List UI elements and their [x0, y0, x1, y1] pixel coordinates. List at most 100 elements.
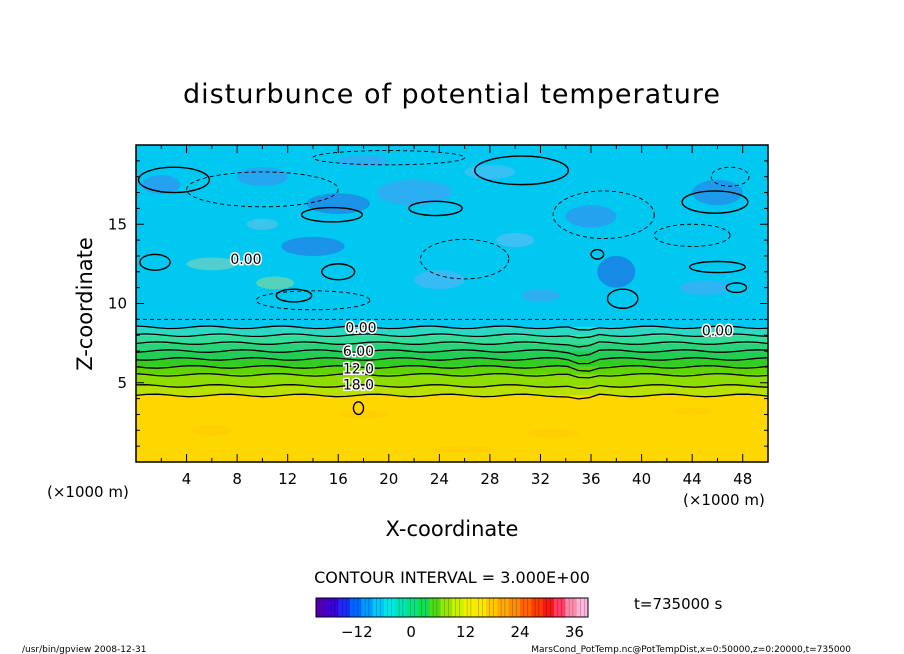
colorbar-swatch [531, 598, 543, 617]
colorbar-swatch [372, 598, 385, 617]
zero-contour [275, 288, 313, 303]
contour-line [136, 333, 768, 339]
heatmap-patch [527, 428, 579, 439]
contour-line [136, 393, 768, 400]
heatmap-band [136, 343, 768, 352]
contour-line [136, 325, 768, 331]
contour-label: 12.0 [343, 361, 374, 377]
heatmap-band [136, 327, 768, 336]
time-label: t=735000 s [634, 595, 722, 613]
colorbar-swatch [406, 598, 419, 617]
colorbar-ticks: −12 0 12 24 36 [341, 623, 584, 641]
x-tick-label: 48 [733, 470, 752, 488]
x-tick-label: 44 [683, 470, 702, 488]
heatmap-patch [237, 167, 288, 187]
contour-features [136, 150, 768, 453]
heatmap-patch [673, 407, 712, 416]
heatmap-patch [338, 410, 389, 419]
zero-contour [408, 200, 463, 217]
heatmap-patch [256, 276, 294, 290]
colorbar-swatch [440, 598, 453, 617]
negative-contour [186, 171, 339, 208]
zero-contour [590, 248, 605, 260]
heatmap-patch [186, 257, 238, 271]
contour-line [136, 365, 768, 372]
negative-contour [653, 223, 731, 247]
colorbar-swatch [497, 598, 509, 617]
x-axis: 4 8 12 16 20 24 28 32 36 40 44 48 [135, 145, 769, 488]
heatmap-band [136, 385, 768, 396]
colorbar-swatch [429, 598, 441, 617]
colorbar-swatch [463, 598, 475, 617]
heatmap-patch [464, 164, 516, 180]
x-tick-label: 36 [581, 470, 600, 488]
x-tick-label: 24 [430, 470, 449, 488]
heatmap-patch [597, 255, 636, 288]
x-unit-right: (×1000 m) [683, 491, 765, 509]
heatmap-patch [306, 193, 370, 214]
x-unit-left: (×1000 m) [47, 483, 129, 501]
zero-contour [139, 253, 171, 271]
zero-contour [137, 166, 211, 194]
contour-interval: CONTOUR INTERVAL = 3.000E+00 [314, 568, 590, 587]
contour-label: 6.00 [343, 344, 374, 360]
heatmap-patch [521, 289, 560, 302]
contour-line [136, 349, 768, 357]
x-tick-label: 12 [278, 470, 297, 488]
heatmap-band [136, 145, 768, 328]
contour-label: 0.00 [230, 252, 261, 268]
heatmap-band [136, 335, 768, 344]
heatmap-patch [565, 205, 617, 228]
negative-contour [419, 238, 510, 280]
contour-label: 0.00 [702, 323, 733, 339]
x-tick-label: 40 [632, 470, 651, 488]
heatmap-band [136, 351, 768, 359]
heatmap-band [136, 358, 768, 367]
colorbar-tick-label: 12 [456, 623, 475, 641]
colorbar-swatch [361, 598, 373, 617]
heatmap-band [136, 366, 768, 375]
colorbar-swatch [418, 598, 430, 617]
zero-contour [300, 206, 363, 223]
heatmap-patch [192, 424, 231, 436]
zero-contour [681, 190, 749, 214]
footer-left: /usr/bin/gpview 2008-12-31 [22, 645, 146, 654]
colorbar-tick-label: 0 [406, 623, 416, 641]
negative-contour [255, 290, 371, 311]
colorbar-swatch [520, 598, 532, 617]
negative-contour [312, 150, 466, 166]
heatmap-patch [496, 232, 535, 248]
zero-contour [606, 288, 639, 309]
colorbar-swatch [316, 598, 328, 617]
colorbar-swatch [486, 598, 498, 617]
colorbar-swatch [474, 598, 487, 617]
contour-line [136, 341, 768, 348]
colorbar-swatch [565, 598, 577, 617]
colorbar-swatch [384, 598, 396, 617]
negative-contour [552, 190, 655, 239]
y-tick-label: 10 [108, 295, 127, 313]
y-tick-label: 15 [108, 215, 127, 233]
x-tick-label: 4 [182, 470, 192, 488]
colorbar-swatch [338, 598, 351, 617]
heatmap-patch [376, 179, 452, 206]
heatmap-patch [679, 280, 731, 295]
colorbar-swatch [350, 598, 362, 617]
zero-contour [688, 260, 746, 274]
zero-contour [725, 282, 748, 294]
colorbar-swatch [508, 598, 521, 617]
contour-line [136, 372, 768, 379]
chart-title: disturbunce of potential temperature [183, 79, 721, 110]
y-axis-label: Z-coordinate [73, 237, 97, 371]
colorbar-frame [315, 597, 589, 618]
contour-line [136, 384, 768, 390]
heatmap-patch [246, 218, 279, 230]
heatmap-band [136, 374, 768, 386]
x-axis-label: X-coordinate [386, 517, 519, 541]
colorbar-swatch [576, 598, 589, 617]
colorbar [315, 597, 589, 618]
y-axis: 5 10 15 [108, 144, 768, 463]
colorbar-swatch [554, 598, 566, 617]
colorbar-swatch [542, 598, 555, 617]
